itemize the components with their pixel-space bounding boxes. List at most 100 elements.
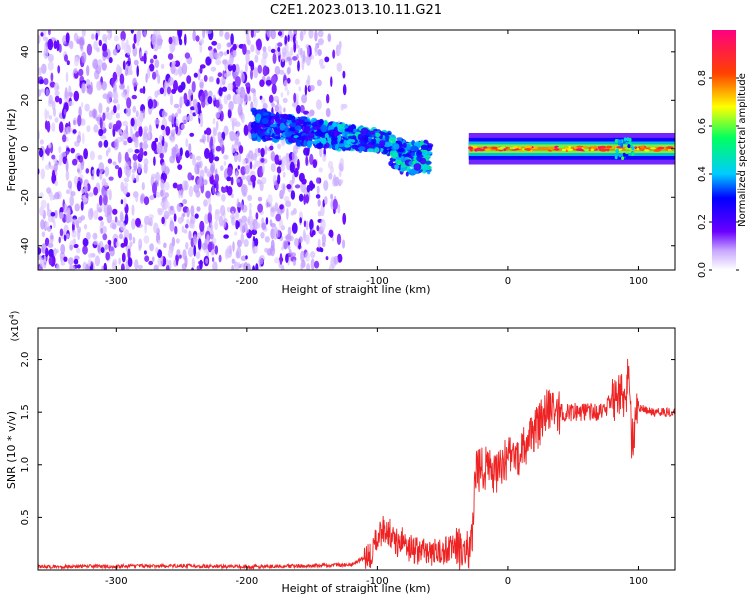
heatmap-cell xyxy=(309,84,315,92)
heatmap-cell xyxy=(237,165,240,170)
heatmap-cell xyxy=(133,160,138,172)
heatmap-cell xyxy=(254,30,260,34)
heatmap-cell xyxy=(342,70,346,79)
heatmap-cell xyxy=(215,59,222,66)
heatmap-cell xyxy=(66,60,70,66)
heatmap-cell xyxy=(193,234,198,246)
heatmap-cell xyxy=(64,54,68,62)
heatmap-cell xyxy=(298,119,305,124)
heatmap-cell xyxy=(98,39,103,47)
heatmap-cell xyxy=(195,35,200,42)
heatmap-cell xyxy=(250,44,255,53)
heatmap-cell xyxy=(335,144,339,151)
heatmap-cell xyxy=(657,146,665,150)
heatmap-cell xyxy=(156,143,161,154)
heatmap-cell xyxy=(120,181,124,192)
heatmap-cell xyxy=(181,62,188,75)
heatmap-cell xyxy=(115,241,120,248)
heatmap-cell xyxy=(394,164,400,170)
heatmap-cell xyxy=(204,148,210,159)
heatmap-cell xyxy=(39,257,44,267)
heatmap-cell xyxy=(79,174,84,179)
heatmap-cell xyxy=(242,158,247,166)
heatmap-cell xyxy=(60,261,66,266)
heatmap-cell xyxy=(40,199,47,209)
heatmap-cell xyxy=(145,73,148,83)
heatmap-cell xyxy=(175,238,180,244)
heatmap-cell xyxy=(219,79,223,88)
heatmap-cell xyxy=(142,132,149,144)
heatmap-cell xyxy=(179,96,185,106)
heatmap-cell xyxy=(251,126,258,132)
heatmap-cell xyxy=(205,258,209,264)
heatmap-cell xyxy=(235,147,238,152)
heatmap-cell xyxy=(92,232,98,240)
colorbar-tick-label: 0.4 xyxy=(697,166,708,182)
heatmap-cell xyxy=(50,72,54,82)
heatmap-cell xyxy=(293,41,297,53)
heatmap-cell xyxy=(374,132,381,137)
heatmap-cell xyxy=(291,173,295,184)
heatmap-cell xyxy=(185,138,189,148)
heatmap-cell xyxy=(208,76,214,83)
heatmap-cell xyxy=(342,84,347,96)
heatmap-cell xyxy=(207,90,213,98)
heatmap-cell xyxy=(96,47,100,53)
heatmap-cell xyxy=(182,212,186,218)
heatmap-cell xyxy=(93,124,99,133)
heatmap-cell xyxy=(93,240,99,245)
heatmap-cell xyxy=(113,35,119,42)
heatmap-cell xyxy=(207,241,213,253)
heatmap-cell xyxy=(81,30,86,38)
heatmap-cell xyxy=(43,255,47,263)
heatmap-cell xyxy=(296,136,304,141)
heatmap-cell xyxy=(284,86,288,91)
heatmap-cell xyxy=(336,233,342,245)
heatmap-cell xyxy=(95,116,101,122)
heatmap-cell xyxy=(337,253,343,263)
heatmap-cell xyxy=(280,92,284,98)
heatmap-cell xyxy=(82,245,88,255)
heatmap-cell xyxy=(314,131,322,137)
heatmap-cell xyxy=(108,57,113,64)
heatmap-cell xyxy=(264,145,268,155)
heatmap-cell xyxy=(114,165,120,170)
heatmap-cell xyxy=(311,230,316,236)
heatmap-cell xyxy=(122,60,126,70)
heatmap-cell xyxy=(190,205,195,217)
heatmap-cell xyxy=(157,210,163,216)
heatmap-cell xyxy=(76,180,82,192)
heatmap-cell xyxy=(400,157,406,163)
heatmap-cell xyxy=(199,81,204,89)
heatmap-cell xyxy=(251,240,255,249)
heatmap-cell xyxy=(119,83,125,90)
heatmap-cell xyxy=(96,80,102,91)
heatmap-cell xyxy=(282,171,286,178)
heatmap-cell xyxy=(169,220,175,232)
heatmap-cell xyxy=(154,137,159,143)
heatmap-cell xyxy=(593,147,596,151)
heatmap-cell xyxy=(178,65,182,78)
heatmap-cell xyxy=(129,63,133,72)
heatmap-cell xyxy=(165,264,170,270)
heatmap-cell xyxy=(84,103,90,112)
heatmap-cell xyxy=(293,30,297,35)
heatmap-cell xyxy=(132,153,138,161)
heatmap-cell xyxy=(217,192,221,197)
heatmap-cell xyxy=(104,244,109,250)
heatmap-cell xyxy=(307,74,311,86)
heatmap-cell xyxy=(260,97,266,104)
heatmap-cell xyxy=(312,159,318,169)
heatmap-cell xyxy=(173,80,178,92)
heatmap-cell xyxy=(285,233,292,243)
heatmap-cell xyxy=(245,255,248,260)
heatmap-cell xyxy=(261,222,267,230)
figure-title: C2E1.2023.013.10.11.G21 xyxy=(270,3,442,18)
snr-frame xyxy=(37,327,676,571)
heatmap-cell xyxy=(92,59,98,69)
heatmap-cell xyxy=(63,234,67,242)
heatmap-cell xyxy=(50,235,54,240)
heatmap-cell xyxy=(181,225,185,233)
heatmap-cell xyxy=(260,147,265,158)
